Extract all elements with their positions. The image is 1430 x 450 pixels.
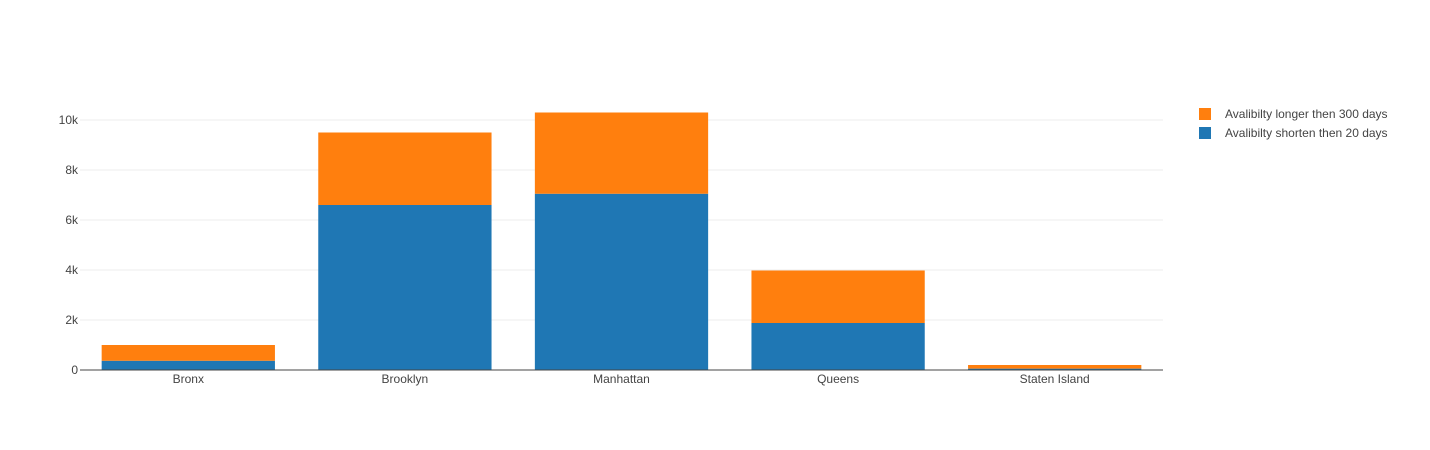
legend-swatch[interactable] (1199, 108, 1211, 120)
bar-manhattan-series-0 (534, 193, 709, 370)
bar-manhattan-series-1 (534, 112, 709, 194)
x-tick-label: Bronx (173, 372, 204, 386)
y-tick-label: 10k (59, 113, 79, 127)
y-tick-label: 4k (65, 263, 79, 277)
bar-queens-series-1 (751, 270, 925, 323)
x-tick-label: Brooklyn (382, 372, 429, 386)
legend-label[interactable]: Avalibilty shorten then 20 days (1225, 126, 1388, 140)
x-axis-ticks: Bronx Brooklyn Manhattan Queens Staten Islan… (173, 372, 1090, 386)
bars (101, 112, 1142, 370)
x-tick-label: Queens (817, 372, 859, 386)
x-tick-label: Manhattan (593, 372, 650, 386)
bar-bronx-series-0 (101, 360, 275, 370)
x-tick-label: Staten Island (1020, 372, 1090, 386)
y-tick-label: 2k (65, 313, 79, 327)
bar-bronx-series-1 (101, 345, 275, 361)
bar-queens-series-0 (751, 323, 925, 370)
legend-label[interactable]: Avalibilty longer then 300 days (1225, 107, 1388, 121)
legend-swatch[interactable] (1199, 127, 1211, 139)
y-tick-label: 0 (71, 363, 78, 377)
bar-staten-island-series-0 (968, 368, 1142, 370)
y-tick-label: 8k (65, 163, 79, 177)
y-axis-ticks: 0 2k 4k 6k 8k 10k (59, 113, 79, 377)
y-tick-label: 6k (65, 213, 79, 227)
bar-brooklyn-series-0 (318, 205, 492, 370)
bar-brooklyn-series-1 (318, 132, 492, 205)
bar-staten-island-series-1 (968, 365, 1142, 369)
legend: Avalibilty longer then 300 days Avalibilt… (1199, 107, 1388, 140)
